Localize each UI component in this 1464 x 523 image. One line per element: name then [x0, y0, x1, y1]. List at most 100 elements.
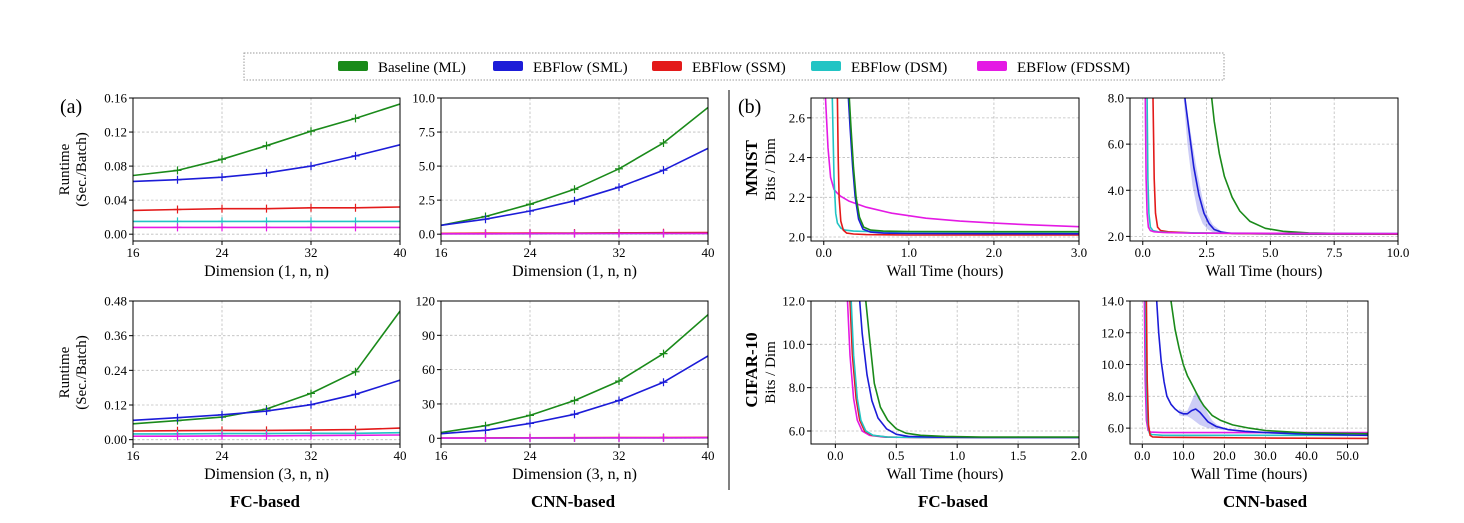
x-tick-label: 0.0 [1134, 448, 1150, 463]
x-tick-label: 1.0 [901, 245, 917, 260]
x-tick-label: 30.0 [1254, 448, 1277, 463]
x-tick-label: 32 [613, 448, 626, 463]
point-ebflow-fdssm [351, 431, 360, 440]
legend-label-4: EBFlow (FDSSM) [1017, 60, 1130, 76]
series-line-ebflow-sml [1155, 301, 1368, 437]
point-baseline-ml [351, 367, 360, 376]
y-tick-label: 30 [422, 396, 435, 411]
legend: Baseline (ML) EBFlow (SML) EBFlow (SSM) … [243, 52, 1225, 81]
x-tick-label: 10.0 [1172, 448, 1195, 463]
x-tick-label: 0.0 [827, 448, 843, 463]
point-ebflow-sml [659, 166, 668, 175]
point-ebflow-sml [262, 168, 271, 177]
y-tick-label: 8.0 [1108, 91, 1124, 106]
subplot-b11: 0.0 1.0 2.0 3.0 2.0 2.2 2.4 2.6 Wall Time (hours… [763, 97, 1087, 280]
y-tick-label: 0.00 [104, 227, 127, 242]
series-line-baseline-ml [1170, 301, 1368, 435]
y-tick-label: 5.0 [419, 159, 435, 174]
x-tick-label: 16 [435, 245, 449, 260]
point-ebflow-fdssm [351, 223, 360, 232]
point-ebflow-sml [351, 390, 360, 399]
y-tick-label: 2.4 [789, 150, 806, 165]
panel-label-a: (a) [60, 96, 82, 118]
point-ebflow-sml [570, 410, 579, 419]
point-baseline-ml [173, 166, 182, 175]
y-tick-label: 0 [429, 431, 436, 446]
y-tick-label: 60 [422, 362, 435, 377]
point-ebflow-sml [481, 426, 490, 435]
series-line-ebflow-fdssm [824, 98, 1079, 228]
series-line-ebflow-sml [858, 301, 1079, 439]
x-tick-label: 40 [394, 448, 407, 463]
column-label-cnn-a: CNN-based [531, 492, 616, 511]
point-ebflow-sml [173, 413, 182, 422]
point-baseline-ml [526, 200, 534, 209]
point-ebflow-sml [570, 196, 579, 205]
point-ebflow-fdssm [262, 223, 271, 232]
x-tick-label: 0.0 [816, 245, 832, 260]
x-tick-label: 24 [524, 245, 538, 260]
series-line-ebflow-sml [847, 98, 1079, 235]
y-tick-label: 8.0 [789, 380, 805, 395]
point-ebflow-fdssm [615, 433, 623, 442]
x-tick-label: 0.5 [888, 448, 904, 463]
y-tick-label: 2.6 [789, 110, 806, 125]
point-ebflow-ssm [218, 204, 226, 213]
axes-frame [1129, 97, 1399, 242]
series-line-ebflow-ssm [836, 98, 1079, 236]
point-ebflow-fdssm [481, 434, 490, 443]
legend-entry-2: EBFlow (SSM) [652, 60, 786, 76]
legend-swatch-0 [338, 61, 368, 71]
legend-entry-0: Baseline (ML) [338, 60, 466, 76]
point-ebflow-fdssm [307, 431, 315, 440]
point-baseline-ml [526, 411, 534, 420]
point-baseline-ml [351, 114, 360, 123]
y-tick-label: 0.36 [104, 328, 127, 343]
point-ebflow-fdssm [218, 431, 226, 440]
y-tick-label: 0.0 [419, 227, 435, 242]
point-ebflow-sml [218, 173, 226, 182]
point-ebflow-ssm [262, 204, 271, 213]
series-line-ebflow-dsm [1146, 98, 1398, 235]
series-line-ebflow-sml [1184, 98, 1398, 235]
point-ebflow-ssm [173, 205, 182, 214]
y-tick-label: 2.2 [789, 190, 805, 205]
axes-frame [1129, 300, 1369, 445]
series-line-baseline-ml [865, 301, 1079, 438]
y-tick-label: 8.0 [1108, 389, 1124, 404]
y-tick-label: 7.5 [419, 125, 435, 140]
legend-swatch-2 [652, 61, 682, 71]
row-label-mnist: MNIST [742, 139, 761, 195]
x-axis-label: Dimension (3, n, n) [512, 466, 637, 483]
y-axis-label: Bits / Dim [763, 341, 779, 404]
point-ebflow-fdssm [173, 223, 182, 232]
x-tick-label: 24 [216, 245, 230, 260]
y-tick-label: 12.0 [782, 294, 805, 309]
axes-frame [810, 300, 1080, 445]
point-ebflow-fdssm [659, 433, 668, 442]
legend-label-1: EBFlow (SML) [533, 60, 628, 76]
point-ebflow-fdssm [526, 433, 534, 442]
point-ebflow-sml [307, 400, 315, 409]
legend-entry-1: EBFlow (SML) [493, 60, 628, 76]
point-ebflow-fdssm [615, 229, 623, 238]
y-tick-label: 0.48 [104, 294, 127, 309]
series-line-ebflow-ssm [1145, 301, 1368, 440]
x-tick-label: 32 [613, 245, 626, 260]
x-tick-label: 16 [435, 448, 449, 463]
point-ebflow-fdssm [218, 223, 226, 232]
point-baseline-ml [615, 164, 623, 173]
x-tick-label: 40 [702, 448, 715, 463]
x-tick-label: 40 [394, 245, 407, 260]
x-tick-label: 2.0 [986, 245, 1002, 260]
y-tick-label: 2.0 [789, 230, 805, 245]
x-tick-label: 0.0 [1135, 245, 1151, 260]
column-label-cnn-b: CNN-based [1223, 492, 1308, 511]
point-baseline-ml [307, 389, 315, 398]
x-tick-label: 40.0 [1295, 448, 1318, 463]
y-axis-label: Bits / Dim [763, 138, 779, 201]
series-line-ebflow-ssm [849, 301, 1079, 439]
y-tick-label: 0.12 [104, 125, 127, 140]
series-line-baseline-ml [848, 98, 1079, 233]
